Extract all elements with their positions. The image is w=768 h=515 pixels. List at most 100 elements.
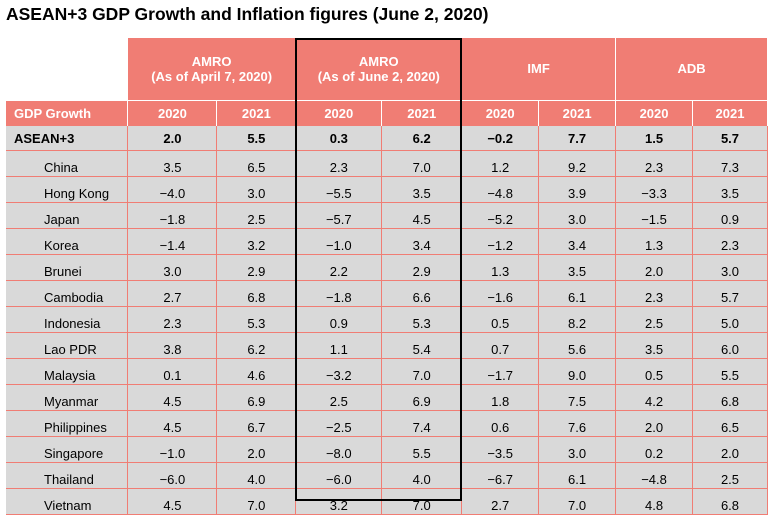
value-cell: 7.0 [538,488,617,515]
value-cell: 2.3 [127,306,218,333]
economy-name: Thailand [6,462,129,489]
year-header: 2021 [381,99,463,126]
value-cell: 3.4 [538,228,617,255]
value-cell: −5.5 [295,176,383,203]
economy-name: Cambodia [6,280,129,307]
value-cell: 5.5 [692,358,768,385]
value-cell: 2.0 [615,254,693,281]
value-cell: −1.8 [127,202,218,229]
value-cell: 7.6 [538,410,617,437]
value-cell: 4.5 [127,488,218,515]
value-cell: 2.5 [615,306,693,333]
value-cell: 2.7 [127,280,218,307]
group-line2: (As of April 7, 2020) [151,68,273,84]
group-header-amro-april: AMRO (As of April 7, 2020) [127,38,297,100]
value-cell: 2.3 [615,280,693,307]
group-line1: AMRO [191,53,232,69]
value-cell: 5.3 [381,306,463,333]
value-cell: 9.0 [538,358,617,385]
value-cell: −1.4 [127,228,218,255]
economy-name: Malaysia [6,358,129,385]
group-line1: ADB [677,61,706,77]
table-row: Malaysia 0.1 4.6 −3.2 7.0 −1.7 9.0 0.5 5.5 [6,358,768,385]
value-cell: 4.5 [127,410,218,437]
value-cell: −5.7 [295,202,383,229]
value-cell: 0.9 [295,306,383,333]
group-line1: AMRO [358,53,399,69]
economy-name: Korea [6,228,129,255]
economy-name: China [6,150,129,177]
value-cell: 2.0 [615,410,693,437]
value-cell: 6.6 [381,280,463,307]
value-cell: 6.5 [692,410,768,437]
value-cell: 5.5 [381,436,463,463]
value-cell: 5.3 [216,306,297,333]
value-cell: 3.4 [381,228,463,255]
value-cell: 1.5 [615,126,693,151]
table-row: Japan −1.8 2.5 −5.7 4.5 −5.2 3.0 −1.5 0.9 [6,202,768,229]
table-row-aggregate: ASEAN+3 2.0 5.5 0.3 6.2 −0.2 7.7 1.5 5.7 [6,126,768,151]
value-cell: 3.5 [538,254,617,281]
year-header: 2021 [216,99,297,126]
value-cell: 3.0 [127,254,218,281]
value-cell: 0.6 [461,410,540,437]
value-cell: −0.2 [461,126,540,151]
value-cell: 2.3 [295,150,383,177]
economy-name: Indonesia [6,306,129,333]
value-cell: 3.2 [295,488,383,515]
group-header-amro-june: AMRO (As of June 2, 2020) [295,38,463,100]
value-cell: −1.0 [127,436,218,463]
value-cell: 5.4 [381,332,463,359]
value-cell: 7.0 [381,488,463,515]
value-cell: 7.7 [538,126,617,151]
value-cell: −6.0 [295,462,383,489]
value-cell: 2.0 [692,436,768,463]
value-cell: 7.0 [216,488,297,515]
value-cell: 2.0 [216,436,297,463]
value-cell: 4.0 [216,462,297,489]
value-cell: 6.9 [216,384,297,411]
value-cell: 1.3 [461,254,540,281]
table-row: Singapore −1.0 2.0 −8.0 5.5 −3.5 3.0 0.2 2.0 [6,436,768,463]
year-header: 2020 [461,99,540,126]
value-cell: 0.5 [461,306,540,333]
value-cell: 1.1 [295,332,383,359]
value-cell: 1.2 [461,150,540,177]
value-cell: −1.7 [461,358,540,385]
value-cell: −1.2 [461,228,540,255]
table-row: Vietnam 4.5 7.0 3.2 7.0 2.7 7.0 4.8 6.8 [6,488,768,515]
table-row: Philippines 4.5 6.7 −2.5 7.4 0.6 7.6 2.0 6.5 [6,410,768,437]
value-cell: 6.9 [381,384,463,411]
value-cell: −6.7 [461,462,540,489]
value-cell: 4.2 [615,384,693,411]
value-cell: 6.8 [692,488,768,515]
year-header: 2020 [295,99,383,126]
value-cell: 3.0 [692,254,768,281]
value-cell: −3.5 [461,436,540,463]
value-cell: 6.2 [381,126,463,151]
economy-name: Hong Kong [6,176,129,203]
value-cell: 0.7 [461,332,540,359]
gdp-table: AMRO (As of April 7, 2020) AMRO (As of J… [6,38,768,515]
economy-name: Singapore [6,436,129,463]
year-header-row: GDP Growth 2020 2021 2020 2021 2020 2021… [6,99,768,126]
value-cell: 5.7 [692,280,768,307]
value-cell: 2.7 [461,488,540,515]
value-cell: −2.5 [295,410,383,437]
value-cell: 6.8 [216,280,297,307]
value-cell: −1.0 [295,228,383,255]
value-cell: 4.6 [216,358,297,385]
value-cell: 2.0 [127,126,218,151]
value-cell: 0.9 [692,202,768,229]
value-cell: 6.1 [538,280,617,307]
value-cell: −4.8 [461,176,540,203]
table-row: Brunei 3.0 2.9 2.2 2.9 1.3 3.5 2.0 3.0 [6,254,768,281]
economy-name: Myanmar [6,384,129,411]
value-cell: 7.0 [381,358,463,385]
value-cell: 3.0 [538,436,617,463]
value-cell: 6.7 [216,410,297,437]
table-row: Lao PDR 3.8 6.2 1.1 5.4 0.7 5.6 3.5 6.0 [6,332,768,359]
year-header: 2020 [127,99,218,126]
value-cell: 2.3 [692,228,768,255]
value-cell: −5.2 [461,202,540,229]
